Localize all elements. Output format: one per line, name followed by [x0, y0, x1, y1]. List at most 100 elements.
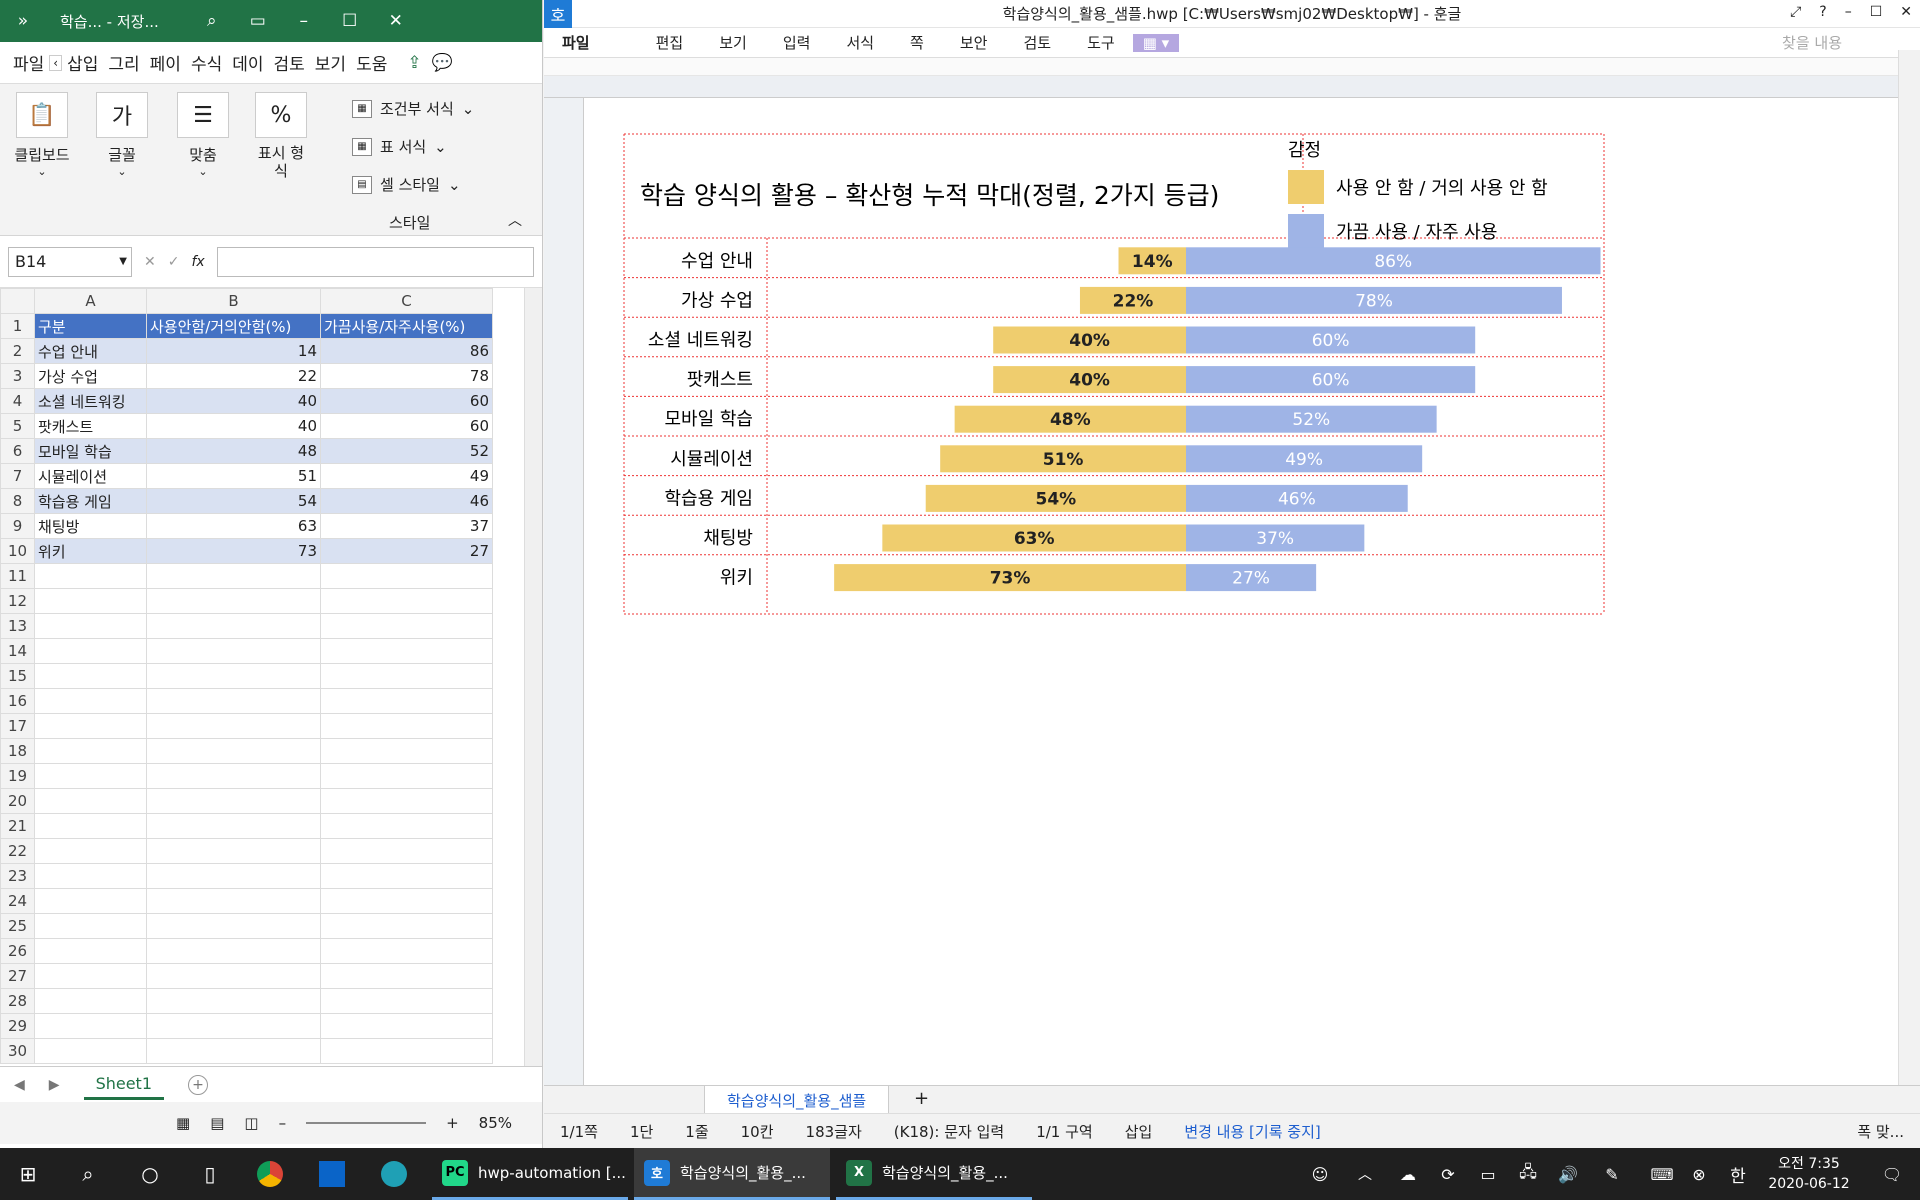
- outlook-icon[interactable]: [306, 1148, 358, 1200]
- close-icon[interactable]: ✕: [388, 11, 403, 31]
- column-header-b[interactable]: B: [146, 288, 321, 314]
- sheet-prev-icon[interactable]: ◀: [14, 1076, 25, 1093]
- clipboard-button[interactable]: 📋 클립보드 ⌄: [12, 92, 72, 178]
- row-header[interactable]: 7: [0, 463, 35, 489]
- cell[interactable]: 60: [320, 388, 493, 414]
- find-input[interactable]: 찾을 내용: [1782, 34, 1842, 52]
- cell[interactable]: [146, 988, 321, 1014]
- row-header[interactable]: 6: [0, 438, 35, 464]
- cell[interactable]: [146, 638, 321, 664]
- row-header[interactable]: 22: [0, 838, 35, 864]
- row-header[interactable]: 15: [0, 663, 35, 689]
- horizontal-ruler[interactable]: [544, 76, 1920, 98]
- status-track-changes[interactable]: 변경 내용 [기록 중지]: [1184, 1122, 1321, 1141]
- cell[interactable]: [146, 763, 321, 789]
- cell[interactable]: [34, 988, 147, 1014]
- search-icon[interactable]: ⌕: [207, 11, 217, 31]
- battery-icon[interactable]: ▭: [1480, 1164, 1496, 1184]
- cell[interactable]: [146, 1013, 321, 1039]
- cell[interactable]: [146, 838, 321, 864]
- cell[interactable]: [34, 1013, 147, 1039]
- cell[interactable]: [34, 763, 147, 789]
- cell[interactable]: 수업 안내: [34, 338, 147, 364]
- normal-view-icon[interactable]: ▦: [176, 1114, 191, 1132]
- minimize-icon[interactable]: –: [299, 11, 309, 31]
- edge-icon[interactable]: [368, 1148, 420, 1200]
- maximize-icon[interactable]: ☐: [342, 11, 358, 31]
- cell[interactable]: 모바일 학습: [34, 438, 147, 464]
- ime-close-icon[interactable]: ⊗: [1692, 1164, 1706, 1184]
- cell[interactable]: [320, 813, 493, 839]
- cell[interactable]: [34, 813, 147, 839]
- new-doc-tab-icon[interactable]: +: [914, 1088, 930, 1109]
- cell[interactable]: [146, 938, 321, 964]
- tab-view[interactable]: 보기: [314, 55, 347, 75]
- sync-icon[interactable]: ⟳: [1441, 1164, 1455, 1184]
- cell[interactable]: 40: [146, 388, 321, 414]
- cell[interactable]: [146, 613, 321, 639]
- cell[interactable]: [320, 613, 493, 639]
- tray-expand-icon[interactable]: ︿: [1358, 1167, 1372, 1183]
- cell[interactable]: 37: [320, 513, 493, 539]
- tab-review[interactable]: 검토: [273, 55, 305, 75]
- tab-help[interactable]: 도움: [356, 55, 388, 75]
- volume-icon[interactable]: 🔊: [1558, 1164, 1578, 1184]
- cell[interactable]: [146, 863, 321, 889]
- menu-edit[interactable]: 편집: [655, 34, 684, 52]
- cell[interactable]: [146, 1038, 321, 1064]
- cell[interactable]: [320, 913, 493, 939]
- row-header[interactable]: 1: [0, 313, 35, 339]
- cell[interactable]: [146, 813, 321, 839]
- cell[interactable]: 팟캐스트: [34, 413, 147, 439]
- font-button[interactable]: 가 글꼴 ⌄: [93, 92, 151, 178]
- column-header-a[interactable]: A: [34, 288, 147, 314]
- cell[interactable]: 48: [146, 438, 321, 464]
- menu-page[interactable]: 쪽: [910, 34, 924, 52]
- zoom-slider[interactable]: [306, 1122, 427, 1124]
- notification-icon[interactable]: 🗨: [1881, 1164, 1903, 1184]
- cell[interactable]: 가상 수업: [34, 363, 147, 389]
- cell[interactable]: 위키: [34, 538, 147, 564]
- network-icon[interactable]: 🖧: [1519, 1161, 1537, 1181]
- menu-tools[interactable]: 도구: [1087, 34, 1115, 52]
- hwp-vertical-scrollbar[interactable]: [1898, 50, 1920, 1088]
- row-header[interactable]: 29: [0, 1013, 35, 1039]
- cell[interactable]: [320, 863, 493, 889]
- row-header[interactable]: 26: [0, 938, 35, 964]
- fullscreen-icon[interactable]: ⤢: [1790, 4, 1802, 20]
- add-sheet-icon[interactable]: +: [188, 1074, 208, 1095]
- column-header-c[interactable]: C: [320, 288, 493, 314]
- cell[interactable]: [34, 613, 147, 639]
- cell[interactable]: 14: [146, 338, 321, 364]
- row-header[interactable]: 21: [0, 813, 35, 839]
- row-header[interactable]: 23: [0, 863, 35, 889]
- cell[interactable]: [146, 738, 321, 764]
- cell[interactable]: [320, 963, 493, 989]
- hwp-close-icon[interactable]: ✕: [1900, 4, 1912, 20]
- people-icon[interactable]: ☺: [1311, 1164, 1329, 1184]
- search-taskbar-icon[interactable]: ⌕: [82, 1162, 94, 1186]
- table-tool-icon[interactable]: ▦ ▾: [1132, 33, 1180, 52]
- menu-file[interactable]: 파일: [562, 34, 590, 52]
- ribbon-display-icon[interactable]: ▭: [249, 11, 266, 31]
- row-header[interactable]: 20: [0, 788, 35, 814]
- cell[interactable]: 49: [320, 463, 493, 489]
- cell[interactable]: [320, 888, 493, 914]
- name-box[interactable]: B14 ▼: [8, 246, 132, 277]
- row-header[interactable]: 2: [0, 338, 35, 364]
- cell[interactable]: 52: [320, 438, 493, 464]
- cell[interactable]: 78: [320, 363, 493, 389]
- cell[interactable]: [146, 788, 321, 814]
- cell[interactable]: [320, 663, 493, 689]
- cell[interactable]: [146, 963, 321, 989]
- formula-input[interactable]: [216, 246, 534, 277]
- cell[interactable]: [146, 588, 321, 614]
- cell[interactable]: 소셜 네트워킹: [34, 388, 147, 414]
- cell[interactable]: [320, 838, 493, 864]
- row-header[interactable]: 13: [0, 613, 35, 639]
- onedrive-icon[interactable]: ☁: [1400, 1164, 1416, 1184]
- vertical-ruler[interactable]: [544, 98, 584, 1088]
- cell[interactable]: 가끔사용/자주사용(%): [320, 313, 493, 339]
- cell[interactable]: [146, 888, 321, 914]
- select-all-corner[interactable]: [0, 288, 35, 314]
